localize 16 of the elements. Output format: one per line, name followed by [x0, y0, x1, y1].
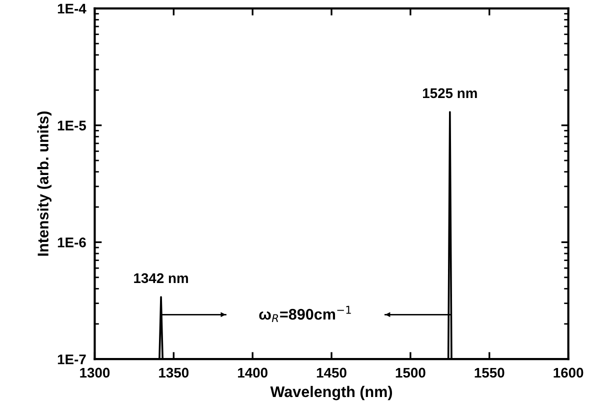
x-tick-label: 1450 — [316, 368, 346, 378]
x-tick-label: 1300 — [80, 368, 110, 378]
annotation: 1525 nm — [423, 88, 477, 98]
annotation: 1342 nm — [134, 273, 188, 284]
x-tick-label: 1600 — [554, 368, 584, 378]
y-tick-label: 1E-4 — [58, 4, 86, 14]
x-tick-label: 1500 — [396, 368, 426, 378]
annotation: ω$_{R}$=890cm$^{−1}$ — [259, 306, 351, 322]
x-tick-label: 1350 — [159, 368, 189, 378]
y-tick-label: 1E-5 — [58, 120, 86, 130]
y-axis-title: Intensity (arb. units) — [37, 112, 52, 256]
y-tick-label: 1E-6 — [58, 238, 86, 248]
x-tick-label: 1400 — [238, 368, 268, 378]
x-axis-title: Wavelength (nm) — [270, 386, 392, 400]
y-tick-label: 1E-7 — [58, 354, 86, 364]
x-tick-label: 1550 — [474, 368, 504, 378]
